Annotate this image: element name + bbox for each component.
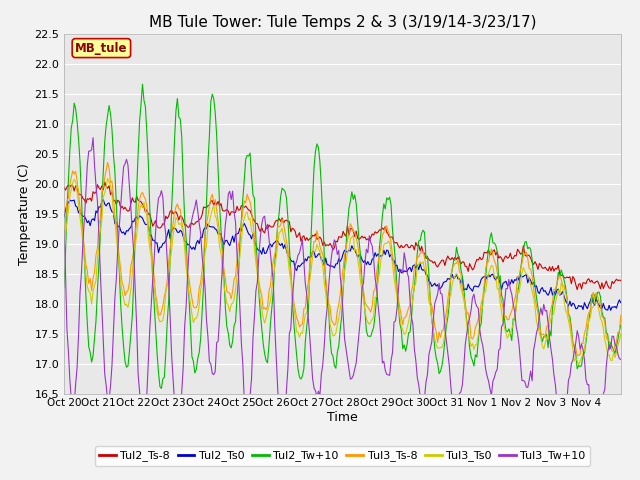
X-axis label: Time: Time	[327, 411, 358, 424]
Tul3_Tw+10	[98, 303, 106, 309]
Tul3_Ts-8	[573, 353, 581, 359]
Tul2_Ts-8	[616, 277, 623, 283]
Tul3_Ts-8	[617, 312, 625, 318]
Tul3_Tw+10	[349, 372, 357, 378]
Tul3_Tw+10	[616, 356, 623, 361]
Tul2_Ts0	[348, 243, 356, 249]
Tul3_Tw+10	[278, 434, 286, 440]
Tul3_Ts0	[616, 338, 623, 344]
Tul3_Ts-8	[97, 216, 104, 222]
Tul2_Tw+10	[616, 329, 623, 335]
Tul2_Ts0	[79, 214, 87, 219]
Tul2_Ts0	[607, 307, 614, 313]
Line: Tul3_Ts-8: Tul3_Ts-8	[64, 163, 621, 356]
Tul3_Tw+10	[460, 364, 468, 370]
Tul3_Ts0	[575, 362, 582, 368]
Tul2_Ts-8	[573, 287, 581, 292]
Tul3_Tw+10	[60, 228, 68, 233]
Tul3_Ts0	[348, 234, 356, 240]
Text: MB_tule: MB_tule	[75, 42, 127, 55]
Tul3_Ts0	[79, 239, 87, 245]
Tul3_Tw+10	[89, 135, 97, 141]
Line: Tul2_Ts-8: Tul2_Ts-8	[64, 182, 621, 289]
Tul3_Ts-8	[60, 235, 68, 241]
Y-axis label: Temperature (C): Temperature (C)	[19, 163, 31, 264]
Tul2_Ts-8	[348, 226, 356, 231]
Tul2_Ts-8	[79, 195, 87, 201]
Tul3_Ts0	[97, 227, 104, 233]
Title: MB Tule Tower: Tule Temps 2 & 3 (3/19/14-3/23/17): MB Tule Tower: Tule Temps 2 & 3 (3/19/14…	[148, 15, 536, 30]
Tul2_Ts-8	[101, 179, 109, 185]
Tul2_Ts0	[616, 297, 623, 303]
Line: Tul3_Ts0: Tul3_Ts0	[64, 179, 621, 365]
Tul2_Ts0	[97, 204, 104, 210]
Tul2_Tw+10	[97, 232, 104, 238]
Tul2_Ts0	[99, 197, 107, 203]
Tul3_Ts0	[104, 176, 111, 181]
Tul3_Ts0	[617, 331, 625, 337]
Line: Tul2_Tw+10: Tul2_Tw+10	[64, 84, 621, 388]
Tul2_Ts-8	[617, 278, 625, 284]
Line: Tul2_Ts0: Tul2_Ts0	[64, 200, 621, 310]
Tul2_Tw+10	[139, 81, 147, 87]
Tul2_Ts0	[458, 276, 466, 281]
Tul3_Tw+10	[79, 240, 87, 245]
Tul3_Tw+10	[617, 357, 625, 362]
Tul2_Ts-8	[541, 264, 549, 270]
Tul3_Ts-8	[79, 231, 87, 237]
Legend: Tul2_Ts-8, Tul2_Ts0, Tul2_Tw+10, Tul3_Ts-8, Tul3_Ts0, Tul3_Tw+10: Tul2_Ts-8, Tul2_Ts0, Tul2_Tw+10, Tul3_Ts…	[95, 446, 590, 466]
Line: Tul3_Tw+10: Tul3_Tw+10	[64, 138, 621, 437]
Tul2_Ts0	[60, 215, 68, 220]
Tul3_Ts0	[60, 251, 68, 257]
Tul2_Tw+10	[79, 230, 87, 236]
Tul3_Ts0	[541, 340, 549, 346]
Tul2_Ts0	[541, 288, 549, 294]
Tul2_Ts-8	[458, 259, 466, 265]
Tul2_Tw+10	[460, 284, 468, 289]
Tul2_Tw+10	[617, 322, 625, 328]
Tul2_Ts-8	[60, 184, 68, 190]
Tul3_Ts-8	[616, 328, 623, 334]
Tul2_Tw+10	[60, 284, 68, 290]
Tul3_Ts-8	[541, 335, 549, 341]
Tul2_Ts-8	[97, 187, 104, 192]
Tul3_Ts-8	[104, 160, 111, 166]
Tul3_Ts0	[458, 290, 466, 296]
Tul3_Ts-8	[348, 224, 356, 230]
Tul2_Ts0	[617, 300, 625, 306]
Tul3_Tw+10	[543, 308, 550, 313]
Tul2_Tw+10	[349, 196, 357, 202]
Tul2_Tw+10	[543, 331, 550, 337]
Tul2_Tw+10	[157, 385, 165, 391]
Tul3_Ts-8	[458, 288, 466, 294]
